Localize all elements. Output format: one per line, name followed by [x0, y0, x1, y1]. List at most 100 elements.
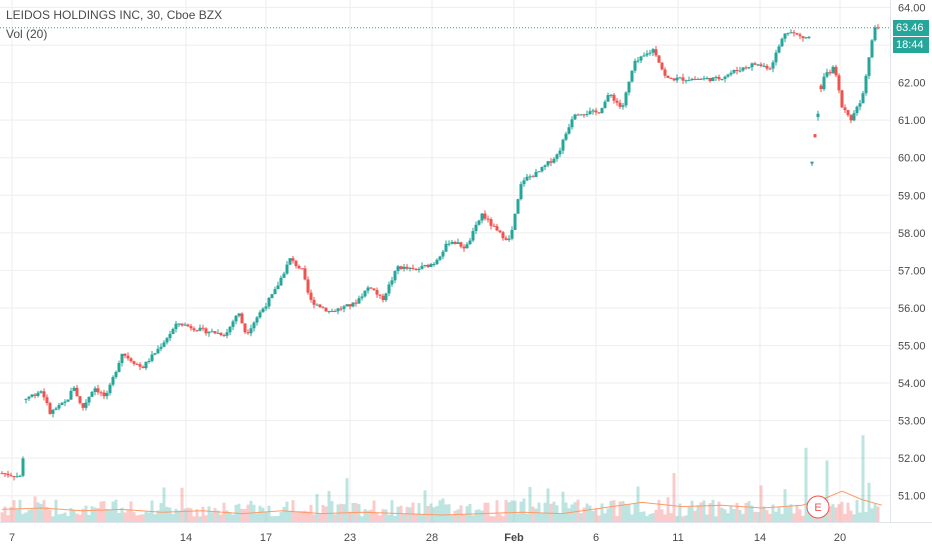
candle: [786, 32, 790, 36]
candle-body: [243, 323, 247, 333]
candle: [54, 406, 58, 411]
volume-bar: [3, 506, 7, 522]
earnings-marker[interactable]: E: [806, 495, 830, 519]
volume-bar: [594, 508, 598, 522]
volume-bar: [327, 490, 331, 522]
candle: [432, 262, 436, 267]
volume-bar: [645, 516, 649, 522]
candle: [342, 304, 346, 313]
candle-body: [144, 361, 148, 369]
candle-body: [651, 49, 655, 53]
candle: [534, 168, 538, 178]
volume-bar: [861, 435, 865, 522]
candle: [135, 362, 139, 365]
volume-bar: [48, 509, 52, 522]
candle-body: [636, 60, 640, 62]
volume-bar: [33, 496, 37, 522]
candle-body: [816, 113, 820, 118]
candle-body: [195, 330, 199, 332]
volume-bar: [513, 500, 517, 522]
candle: [573, 113, 577, 120]
candle-body: [813, 134, 817, 138]
candle: [180, 323, 184, 327]
candle-body: [858, 103, 862, 107]
volume-bar: [615, 516, 619, 522]
candle: [474, 221, 478, 235]
volume-bar: [39, 503, 43, 522]
candle-body: [120, 353, 124, 364]
volume-bar: [780, 513, 784, 522]
volume-bar: [111, 501, 115, 522]
candle-body: [447, 243, 451, 245]
volume-bar: [15, 509, 19, 522]
candle: [846, 109, 850, 117]
candle-body: [276, 285, 280, 290]
candle-body: [606, 95, 610, 102]
candle: [693, 76, 697, 81]
candle-body: [513, 213, 517, 230]
candle-body: [450, 241, 454, 244]
volume-bar: [276, 516, 280, 522]
y-tick-label: 64.00: [898, 3, 926, 15]
volume-bar: [846, 502, 850, 522]
volume-bar: [750, 505, 754, 522]
candle-body: [9, 475, 13, 477]
volume-bar: [738, 509, 742, 522]
candle: [351, 302, 355, 308]
time-axis[interactable]: 7 14 17 23 28 Feb 6 11 14 20: [9, 532, 846, 544]
candle: [513, 213, 517, 231]
x-tick-label: 28: [426, 532, 438, 544]
candle: [861, 90, 865, 104]
candle-body: [303, 268, 307, 280]
candle-body: [579, 114, 583, 116]
volume-bar: [600, 503, 604, 522]
candle-body: [864, 75, 868, 94]
candle-body: [351, 302, 355, 307]
candle: [723, 75, 727, 83]
candle-body: [111, 377, 115, 385]
candle-body: [825, 72, 829, 77]
volume-bar: [801, 515, 805, 522]
candle: [510, 226, 514, 241]
candle: [648, 49, 652, 56]
volume-bar: [834, 507, 838, 522]
candle: [699, 77, 703, 80]
volume-bar: [828, 506, 832, 522]
candle-body: [792, 32, 796, 34]
volume-bar: [66, 516, 70, 522]
candle: [168, 330, 172, 341]
volume-bar: [195, 509, 199, 522]
candle-body: [366, 287, 370, 291]
candle-body: [516, 199, 520, 214]
candle: [522, 177, 526, 187]
volume-bar: [294, 511, 298, 522]
volume-bar: [576, 499, 580, 522]
candle: [765, 64, 769, 71]
candle-body: [453, 241, 457, 244]
candle: [579, 113, 583, 116]
x-tick-label: 14: [180, 532, 192, 544]
candle-body: [543, 165, 547, 168]
volume-bar: [183, 508, 187, 522]
y-tick-label: 61.00: [898, 115, 926, 127]
candle-body: [252, 322, 256, 329]
volume-bar: [264, 512, 268, 522]
candle: [111, 375, 115, 387]
candle: [642, 52, 646, 57]
volume-bar: [372, 500, 376, 522]
price-axis[interactable]: 51.00 52.00 53.00 54.00 55.00 56.00 57.00 58.00…: [898, 3, 926, 503]
candle: [153, 352, 157, 356]
candle: [420, 262, 424, 270]
y-tick-label: 52.00: [898, 453, 926, 465]
candle-body: [642, 55, 646, 57]
volume-bar: [567, 508, 571, 522]
volume-bar: [375, 512, 379, 522]
volume-bar: [495, 500, 499, 522]
volume-bar: [711, 499, 715, 522]
candle: [633, 58, 637, 74]
candle: [651, 48, 655, 57]
candle: [603, 99, 607, 109]
candle: [159, 343, 163, 352]
candle-body: [288, 258, 292, 265]
